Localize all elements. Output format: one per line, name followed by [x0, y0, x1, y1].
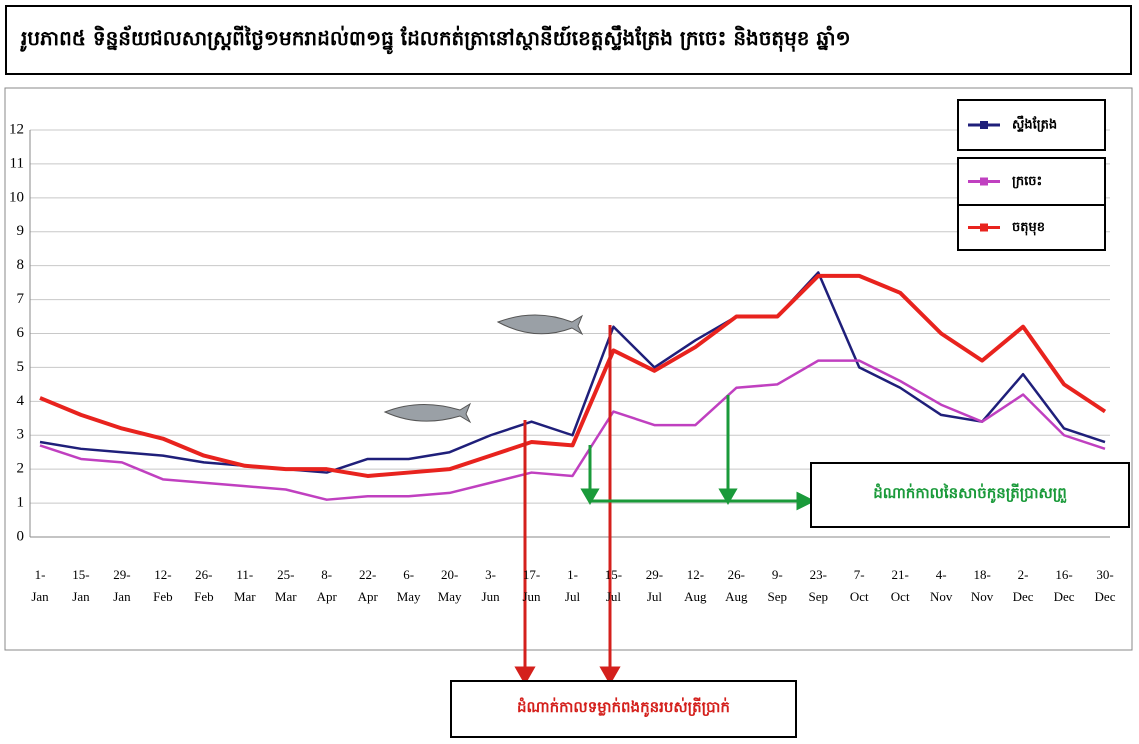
green-arrows: [580, 395, 816, 511]
x-tick-label: 29- Jul: [645, 567, 664, 604]
legend-item: ស្ទឹងត្រែង: [957, 99, 1106, 151]
chart-title: រូបភាព៥ ទិន្នន័យជលសាស្ត្រពីថ្ងៃ១មករាដល់៣…: [5, 5, 1132, 75]
x-tick-label: 16- Dec: [1053, 567, 1075, 604]
x-tick-label: 8- Apr: [316, 567, 337, 604]
y-tick-label: 4: [17, 393, 25, 409]
series-line: [39, 273, 1107, 478]
x-tick-label: 11- Mar: [233, 567, 256, 604]
series-line: [39, 359, 1106, 501]
y-tick-label: 10: [9, 189, 24, 205]
y-tick-label: 8: [17, 257, 25, 273]
y-tick-label: 9: [17, 223, 25, 239]
x-tick-label: 6- May: [396, 567, 421, 604]
x-tick-label: 25- Mar: [274, 567, 297, 604]
legend-label: ក្រចេះ: [1012, 174, 1042, 189]
x-tick-label: 29- Jan: [113, 567, 131, 604]
red-arrows: [514, 325, 621, 686]
x-tick-label: 26- Feb: [194, 567, 214, 604]
x-tick-label: 4- Nov: [929, 567, 953, 604]
x-tick-label: 18- Nov: [970, 567, 994, 604]
x-tick-label: 17- Jun: [522, 567, 541, 604]
legend-label: ស្ទឹងត្រែង: [1012, 116, 1057, 133]
x-tick-label: 26- Aug: [725, 567, 748, 604]
legend-item: ចតុមុខ: [957, 204, 1106, 251]
legend-marker: [980, 223, 988, 232]
legend-item: ក្រចេះ: [957, 157, 1106, 206]
x-tick-label: 23- Sep: [808, 567, 829, 604]
x-tick-label: 30- Dec: [1094, 567, 1116, 604]
y-tick-label: 3: [17, 427, 25, 443]
x-tick-label: 1- Jul: [564, 567, 581, 604]
x-tick-label: 21- Oct: [890, 567, 910, 604]
y-tick-label: 5: [17, 359, 25, 375]
x-tick-label: 3- Jun: [481, 567, 500, 604]
y-tick-label: 12: [9, 121, 24, 137]
annotation-green: ដំណាក់កាលនៃសាច់កូនត្រីប្រាសព្រួ: [810, 462, 1130, 528]
x-tick-label: 12- Aug: [684, 567, 707, 604]
y-tick-label: 6: [17, 325, 25, 341]
x-tick-label: 7- Oct: [849, 567, 869, 604]
y-tick-label: 7: [17, 291, 25, 307]
legend-label: ចតុមុខ: [1012, 220, 1045, 236]
legend-marker: [980, 177, 988, 186]
x-tick-label: 1- Jan: [31, 567, 49, 604]
x-tick-label: 9- Sep: [767, 567, 788, 604]
chart-panel: [4, 87, 1133, 651]
y-tick-label: 1: [17, 495, 25, 511]
y-tick-label: 2: [17, 461, 25, 477]
x-tick-label: 15- Jan: [72, 567, 90, 604]
y-tick-label: 11: [10, 155, 24, 171]
x-tick-label: 12- Feb: [153, 567, 173, 604]
x-tick-label: 2- Dec: [1012, 567, 1034, 604]
legend-box: [957, 204, 1106, 251]
y-tick-label: 0: [17, 528, 25, 544]
x-tick-label: 20- May: [437, 567, 462, 604]
fish-icon: [383, 314, 584, 424]
legend-marker: [980, 121, 988, 129]
annotation-red: ដំណាក់កាលទម្លាក់ពងកូនរបស់ត្រីប្រាក់: [450, 680, 797, 738]
x-tick-label: 15- Jul: [604, 567, 623, 604]
series-line: [39, 271, 1106, 474]
x-tick-label: 22- Apr: [357, 567, 378, 604]
